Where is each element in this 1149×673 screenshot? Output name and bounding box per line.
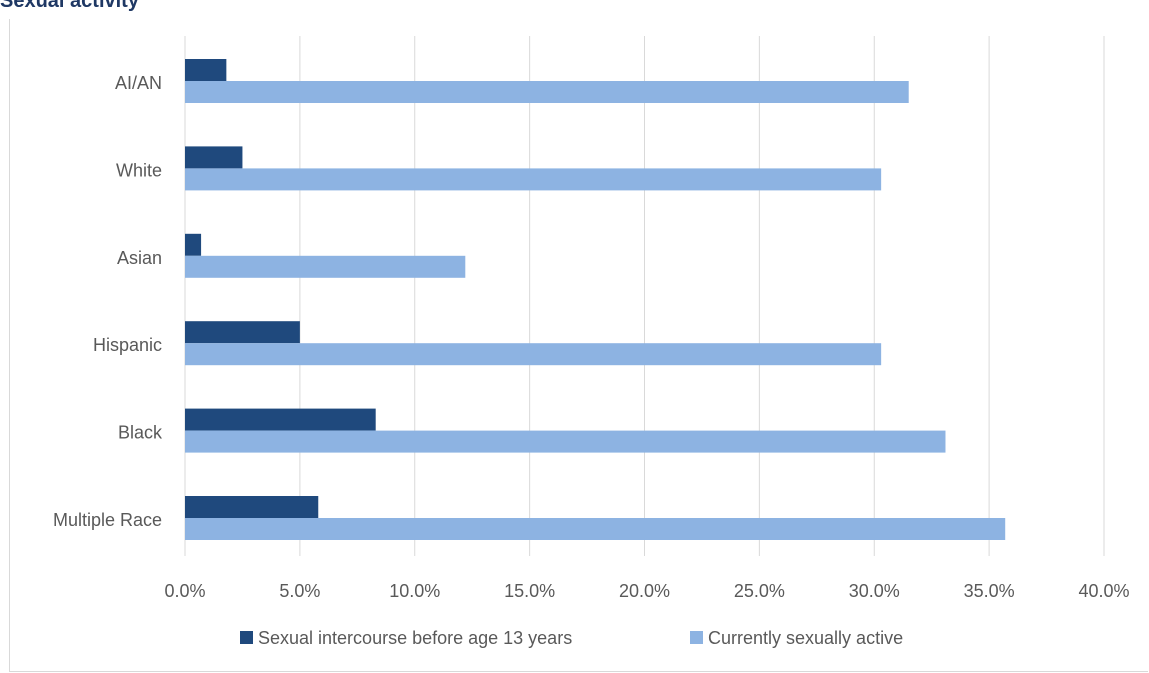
x-tick-label: 30.0% <box>849 581 900 601</box>
bar-currently-active <box>185 518 1006 540</box>
category-label: Multiple Race <box>53 510 162 530</box>
chart-title: Sexual activity <box>0 0 139 12</box>
legend-label: Sexual intercourse before age 13 years <box>258 628 572 648</box>
x-tick-label: 35.0% <box>964 581 1015 601</box>
bar-before-13 <box>185 146 243 169</box>
category-label: Black <box>118 423 163 443</box>
category-label: White <box>116 160 162 180</box>
bar-before-13 <box>185 496 319 518</box>
bar-currently-active <box>185 343 882 366</box>
bar-before-13 <box>185 233 202 256</box>
bar-currently-active <box>185 81 909 103</box>
bar-before-13 <box>185 321 300 344</box>
category-label: Hispanic <box>93 335 162 355</box>
x-tick-label: 0.0% <box>164 581 205 601</box>
legend-label: Currently sexually active <box>708 628 903 648</box>
bar-currently-active <box>185 255 466 278</box>
legend-swatch <box>690 631 703 644</box>
bar-currently-active <box>185 430 946 453</box>
chart-frame <box>9 19 1148 672</box>
category-label: Asian <box>117 248 162 268</box>
legend-swatch <box>240 631 253 644</box>
x-tick-label: 20.0% <box>619 581 670 601</box>
x-tick-label: 5.0% <box>279 581 320 601</box>
bar-before-13 <box>185 59 227 81</box>
x-tick-label: 40.0% <box>1078 581 1129 601</box>
x-tick-label: 10.0% <box>389 581 440 601</box>
x-tick-label: 15.0% <box>504 581 555 601</box>
bar-before-13 <box>185 408 376 431</box>
x-tick-label: 25.0% <box>734 581 785 601</box>
bar-currently-active <box>185 168 882 191</box>
category-label: AI/AN <box>115 73 162 93</box>
